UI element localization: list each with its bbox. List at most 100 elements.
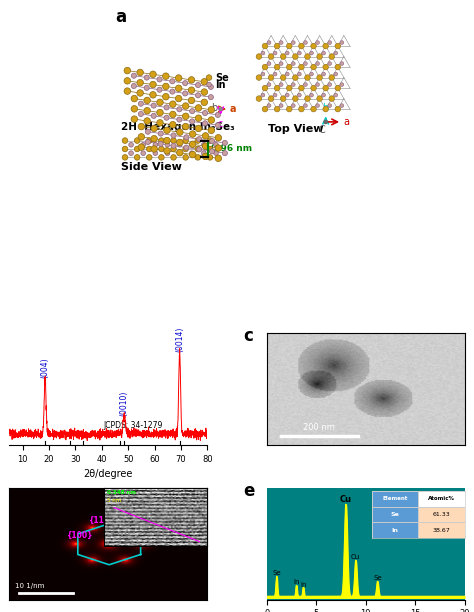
Text: c: c (243, 327, 253, 346)
Circle shape (285, 51, 289, 55)
Circle shape (268, 54, 274, 59)
Circle shape (286, 43, 292, 49)
Circle shape (157, 119, 163, 126)
Circle shape (164, 147, 170, 154)
Circle shape (131, 73, 137, 78)
Circle shape (303, 62, 307, 65)
Circle shape (281, 96, 286, 102)
Circle shape (215, 155, 222, 162)
Text: In: In (300, 582, 307, 588)
Circle shape (176, 139, 183, 146)
Circle shape (322, 72, 326, 76)
Circle shape (146, 146, 152, 152)
Circle shape (274, 64, 280, 70)
Circle shape (214, 151, 219, 155)
Circle shape (316, 62, 319, 65)
Circle shape (305, 96, 310, 102)
Circle shape (335, 64, 341, 70)
Circle shape (279, 40, 283, 45)
Circle shape (151, 103, 156, 108)
Circle shape (137, 69, 144, 76)
Text: b: b (211, 103, 218, 113)
Circle shape (195, 115, 202, 121)
Circle shape (208, 127, 215, 133)
Circle shape (138, 133, 145, 140)
Circle shape (202, 153, 209, 160)
Circle shape (208, 84, 213, 89)
Circle shape (190, 143, 194, 147)
Circle shape (299, 43, 304, 49)
Circle shape (144, 118, 150, 124)
Circle shape (267, 40, 271, 45)
Circle shape (171, 138, 176, 143)
Circle shape (267, 103, 271, 108)
Circle shape (262, 106, 268, 112)
Text: e: e (243, 482, 255, 500)
Circle shape (201, 99, 208, 106)
Circle shape (323, 64, 328, 70)
Circle shape (310, 93, 313, 97)
Circle shape (316, 103, 319, 108)
Circle shape (215, 122, 220, 128)
Circle shape (124, 88, 131, 94)
Circle shape (329, 75, 335, 80)
Text: a: a (116, 7, 127, 26)
Circle shape (144, 108, 150, 114)
Circle shape (170, 89, 175, 94)
Circle shape (195, 125, 202, 132)
Circle shape (138, 101, 144, 106)
Circle shape (303, 40, 307, 45)
Circle shape (207, 138, 213, 143)
Circle shape (334, 51, 337, 55)
Circle shape (195, 155, 201, 160)
Circle shape (175, 85, 182, 92)
Circle shape (183, 138, 189, 143)
Circle shape (183, 155, 189, 160)
Circle shape (340, 40, 344, 45)
Circle shape (201, 89, 208, 95)
Circle shape (274, 85, 280, 91)
Circle shape (262, 64, 268, 70)
Circle shape (144, 97, 150, 103)
Circle shape (188, 76, 195, 83)
Circle shape (202, 133, 209, 139)
Text: c: c (218, 119, 223, 129)
Text: In: In (293, 579, 300, 584)
Circle shape (164, 105, 169, 110)
Circle shape (286, 106, 292, 112)
Circle shape (201, 143, 206, 147)
Circle shape (335, 106, 341, 112)
Circle shape (323, 106, 328, 112)
Circle shape (188, 87, 195, 94)
Text: {100}: {100} (66, 531, 93, 540)
Circle shape (222, 140, 228, 146)
Circle shape (151, 146, 157, 152)
Circle shape (157, 87, 162, 92)
Circle shape (208, 106, 215, 113)
Circle shape (292, 62, 295, 65)
Circle shape (201, 78, 208, 85)
Circle shape (329, 54, 335, 59)
Circle shape (285, 93, 289, 97)
Circle shape (286, 85, 292, 91)
Circle shape (146, 138, 152, 143)
Circle shape (285, 72, 289, 76)
Circle shape (256, 54, 262, 59)
Circle shape (215, 135, 222, 141)
Circle shape (190, 108, 195, 114)
Text: 10 1/nm: 10 1/nm (15, 583, 45, 589)
Circle shape (256, 96, 262, 102)
Text: In: In (215, 80, 225, 89)
Circle shape (182, 91, 188, 96)
Circle shape (281, 54, 286, 59)
Circle shape (195, 146, 201, 152)
Circle shape (195, 105, 202, 111)
Circle shape (207, 82, 211, 87)
Circle shape (328, 103, 332, 108)
Circle shape (201, 151, 206, 155)
Circle shape (131, 83, 137, 89)
Circle shape (214, 143, 219, 147)
Circle shape (268, 96, 274, 102)
Circle shape (188, 97, 195, 103)
Circle shape (279, 103, 283, 108)
